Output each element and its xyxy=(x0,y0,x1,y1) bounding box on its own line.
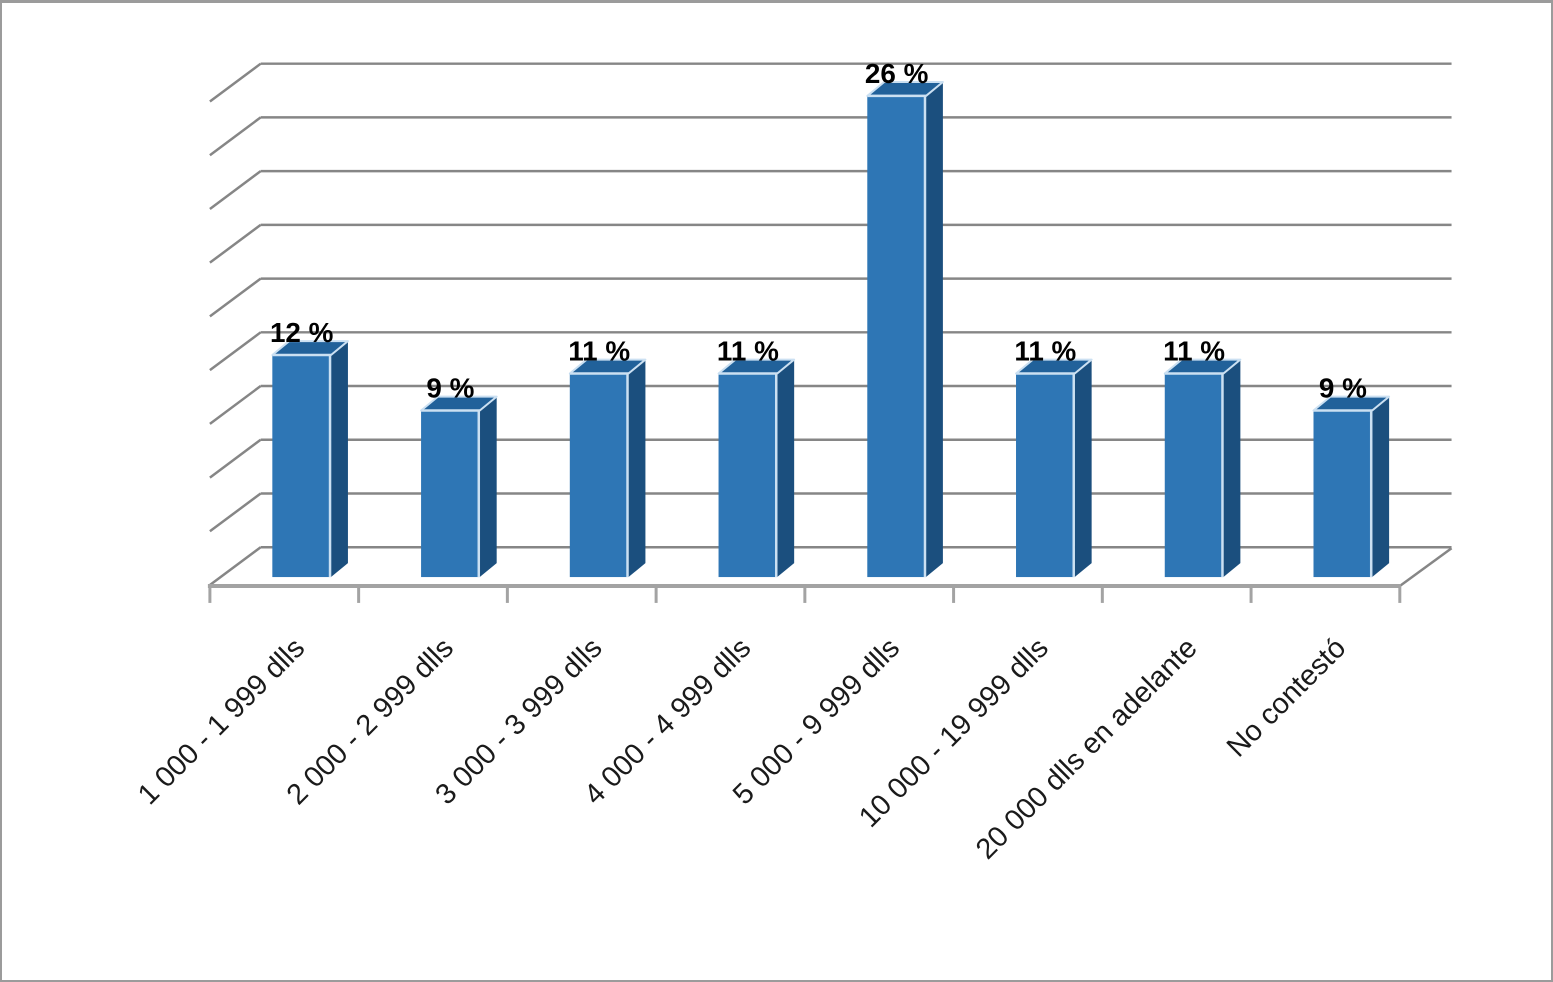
bar-chart-3d: 12 %9 %11 % 11 %26 %11 % 11 %9 %1 000 - 1 … xyxy=(3,3,1550,980)
gridline-depth-segment xyxy=(209,385,262,425)
bar-front-face xyxy=(272,354,332,578)
bar-front-face xyxy=(1313,410,1373,578)
bar-side-face xyxy=(777,359,795,578)
bar-side-face xyxy=(331,341,348,578)
floor-right-edge xyxy=(1399,547,1453,588)
bar-value-label: 11 % xyxy=(1163,336,1225,367)
gridline-depth-segment xyxy=(209,438,262,479)
gridline-depth-segment xyxy=(209,62,262,103)
bar-value-label: 11 % xyxy=(1014,336,1076,367)
gridline-depth-segment xyxy=(209,331,262,372)
bar-highlight-edge xyxy=(718,372,778,578)
bar-value-label: 9 % xyxy=(426,373,474,404)
bar-side-face xyxy=(479,396,497,578)
gridline-depth-segment xyxy=(209,492,262,533)
bar-side-face xyxy=(1074,359,1092,578)
bar-value-label: 12 % xyxy=(270,317,334,348)
bar-value-label: 9 % xyxy=(1319,373,1367,404)
gridline-depth-segment xyxy=(209,277,262,318)
bar-value-label: 26 % xyxy=(865,58,929,89)
bar-front-face xyxy=(421,410,480,578)
bar-highlight-edge xyxy=(867,94,927,578)
gridline-depth-segment xyxy=(209,223,262,264)
bar-side-face xyxy=(628,359,646,578)
bar-front-face xyxy=(1016,373,1075,578)
bar-highlight-edge xyxy=(569,372,629,578)
bar-highlight-edge xyxy=(1164,372,1224,578)
bar-front-face xyxy=(718,373,778,578)
bar-value-label: 11 % xyxy=(568,336,630,367)
bar-front-face xyxy=(569,373,629,578)
gridline-depth-segment xyxy=(209,546,262,587)
bar-highlight-edge xyxy=(421,409,481,578)
bar-highlight-edge xyxy=(272,353,332,578)
bar-highlight-edge xyxy=(1313,409,1373,578)
gridline-depth-segment xyxy=(209,116,262,157)
bar-front-face xyxy=(1164,373,1224,578)
bar-side-face xyxy=(1372,396,1390,578)
bar-highlight-edge xyxy=(1016,372,1075,578)
bar-front-face xyxy=(867,95,926,578)
bar-value-label: 11 % xyxy=(717,336,779,367)
gridline-depth-segment xyxy=(209,170,262,210)
bar-side-face xyxy=(925,81,943,578)
bar-side-face xyxy=(1223,359,1241,578)
